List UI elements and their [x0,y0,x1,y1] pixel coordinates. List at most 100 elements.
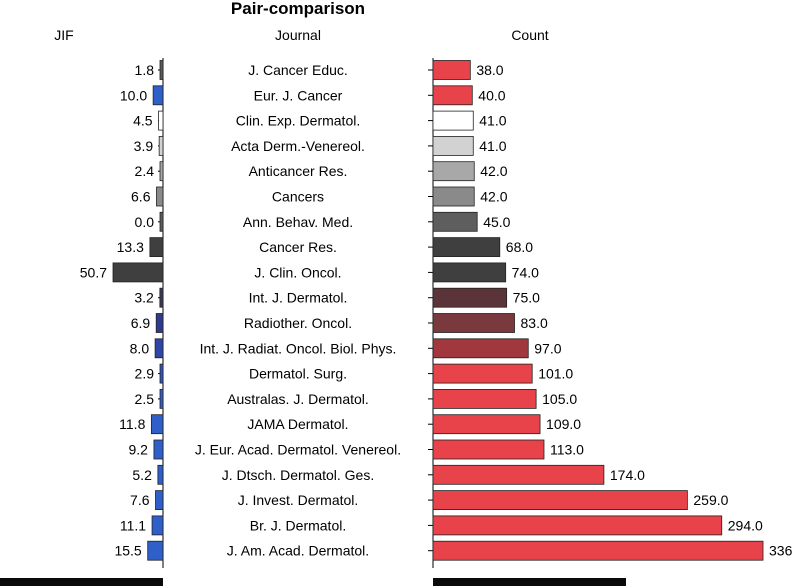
jif-bar [159,287,164,308]
jif-bar [153,439,164,460]
journal-label: J. Invest. Dermatol. [238,492,359,508]
journal-label: Anticancer Res. [249,163,348,179]
jif-value-label: 8.0 [130,340,150,356]
journal-label: J. Clin. Oncol. [254,264,341,280]
count-value-label: 41.0 [479,138,506,154]
jif-value-label: 5.2 [132,467,152,483]
journal-label: Cancer Res. [259,239,337,255]
cropped-bar-fragment [0,578,163,586]
jif-bar [159,388,164,409]
chart-rows: 1.8 J. Cancer Educ. 38.0 10.0 Eur. J. Cancer… [80,60,793,561]
journal-label: Ann. Behav. Med. [243,214,353,230]
count-value-label: 38.0 [476,62,503,78]
journal-label: Clin. Exp. Dermatol. [236,113,360,129]
jif-value-label: 3.9 [134,138,154,154]
jif-bar [156,186,164,207]
jif-bar [147,540,164,561]
count-bar [432,540,764,561]
jif-bar [155,313,164,333]
count-value-label: 45.0 [483,214,510,230]
jif-bar [159,60,164,80]
count-bar [432,237,501,258]
count-value-label: 97.0 [534,340,561,356]
count-value-label: 42.0 [480,163,507,179]
count-value-label: 40.0 [478,87,505,103]
cropped-bar-fragment [433,578,626,586]
jif-bar [159,363,164,384]
jif-value-label: 2.9 [135,366,155,382]
jif-value-label: 11.1 [120,517,146,533]
count-value-label: 101.0 [538,366,573,382]
count-value-label: 42.0 [480,189,507,205]
count-bar [432,464,605,485]
count-bar [432,85,473,106]
count-value-label: 174.0 [610,467,645,483]
jif-column-header: JIF [54,27,73,43]
count-value-label: 259.0 [693,492,728,508]
journal-label: Br. J. Dermatol. [250,517,346,533]
jif-value-label: 3.2 [134,290,154,306]
count-value-label: 336 [769,543,793,559]
jif-bar [159,211,164,232]
jif-bar [151,515,164,536]
count-bar [432,414,541,435]
jif-value-label: 2.4 [135,163,155,179]
journal-label: Dermatol. Surg. [249,366,347,382]
jif-bar [112,262,164,283]
count-value-label: 68.0 [506,239,533,255]
jif-bar [150,414,164,435]
journal-label: Int. J. Radiat. Oncol. Biol. Phys. [200,340,397,356]
count-bar [432,186,475,207]
count-bar [432,135,474,156]
chart-title: Pair-comparison [231,0,365,18]
jif-bar [149,237,164,258]
journal-label: JAMA Dermatol. [247,416,348,432]
journal-label: J. Cancer Educ. [248,62,348,78]
jif-bar [152,85,164,106]
count-bar [432,490,688,511]
jif-value-label: 0.0 [135,214,155,230]
count-value-label: 105.0 [542,391,577,407]
jif-value-label: 9.2 [128,442,148,458]
journal-label: Int. J. Dermatol. [249,290,348,306]
count-value-label: 75.0 [513,290,540,306]
count-bar [432,287,508,308]
journal-label: Radiother. Oncol. [244,315,352,331]
count-bar [432,211,478,232]
jif-value-label: 10.0 [120,87,147,103]
jif-bar [158,135,164,156]
count-bar [432,110,474,131]
count-bar [432,338,529,359]
count-bar [432,515,723,536]
jif-value-label: 11.8 [119,416,145,432]
journal-label: Acta Derm.-Venereol. [231,138,365,154]
count-bar [432,363,533,384]
journal-label: J. Dtsch. Dermatol. Ges. [222,467,374,483]
count-value-label: 83.0 [521,315,548,331]
count-bar [432,262,507,283]
jif-value-label: 15.5 [114,543,141,559]
journal-label: Cancers [272,189,324,205]
count-value-label: 41.0 [479,113,506,129]
count-bar [432,313,515,333]
count-bar [432,60,471,80]
count-value-label: 113.0 [550,442,584,458]
jif-value-label: 4.5 [133,113,153,129]
count-bar [432,161,475,182]
count-bar [432,439,545,460]
count-bar [432,388,537,409]
journal-label: J. Eur. Acad. Dermatol. Venereol. [195,442,401,458]
journal-label: J. Am. Acad. Dermatol. [227,543,369,559]
jif-bar [155,490,164,511]
jif-value-label: 6.6 [131,189,151,205]
jif-bar [159,161,164,182]
jif-value-label: 7.6 [130,492,150,508]
journal-label: Australas. J. Dermatol. [227,391,369,407]
jif-bar [154,338,164,359]
jif-bar [158,110,164,131]
count-value-label: 109.0 [546,416,581,432]
jif-value-label: 6.9 [131,315,151,331]
count-value-label: 294.0 [728,517,763,533]
count-column-header: Count [511,27,548,43]
